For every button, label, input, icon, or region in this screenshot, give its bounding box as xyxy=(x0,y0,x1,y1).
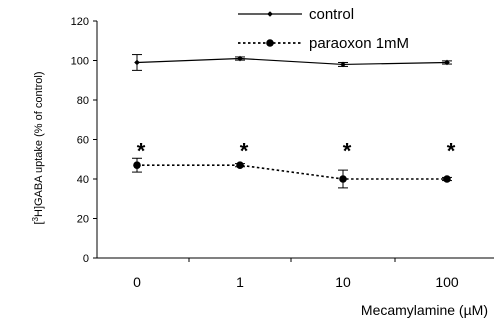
legend-label: control xyxy=(309,6,354,23)
series-layer xyxy=(132,54,452,189)
x-tick-label: 1 xyxy=(236,274,244,290)
y-tick-label: 40 xyxy=(77,174,89,186)
data-point xyxy=(133,161,141,169)
legend-marker xyxy=(266,39,274,47)
significance-star: * xyxy=(343,138,352,163)
x-tick-label: 0 xyxy=(133,274,141,290)
data-point xyxy=(340,61,346,68)
series-line xyxy=(137,164,447,180)
y-tick-label: 100 xyxy=(71,56,89,68)
data-point xyxy=(237,55,243,62)
y-tick-label: 20 xyxy=(77,214,89,226)
y-ticks: 0 20 40 60 80 100 120 xyxy=(71,16,97,265)
y-tick-label: 120 xyxy=(71,16,89,28)
data-point xyxy=(134,59,140,66)
x-tick-label: 10 xyxy=(335,274,351,290)
axes xyxy=(96,21,494,259)
legend-marker xyxy=(267,11,273,17)
legend-label: paraoxon 1mM xyxy=(309,35,409,52)
series-control xyxy=(132,54,452,71)
data-point xyxy=(443,175,451,183)
y-axis-title: [3H]GABA uptake (% of control) xyxy=(31,71,46,224)
x-tick-label: 100 xyxy=(435,274,459,290)
significance-star: * xyxy=(240,138,249,163)
y-tick-label: 0 xyxy=(83,253,89,265)
annotations: * * * * xyxy=(137,138,456,163)
data-point xyxy=(339,175,347,183)
data-point xyxy=(444,59,450,66)
significance-star: * xyxy=(447,138,456,163)
y-tick-label: 80 xyxy=(77,95,89,107)
y-tick-label: 60 xyxy=(77,135,89,147)
x-ticks: 0 1 10 100 xyxy=(133,258,459,290)
series-line xyxy=(136,57,448,66)
legend: control paraoxon 1mM xyxy=(238,6,409,52)
significance-star: * xyxy=(137,138,146,163)
data-point xyxy=(236,161,244,169)
x-axis-title: Mecamylamine (µM) xyxy=(361,302,488,318)
series-paraoxon xyxy=(132,157,452,189)
